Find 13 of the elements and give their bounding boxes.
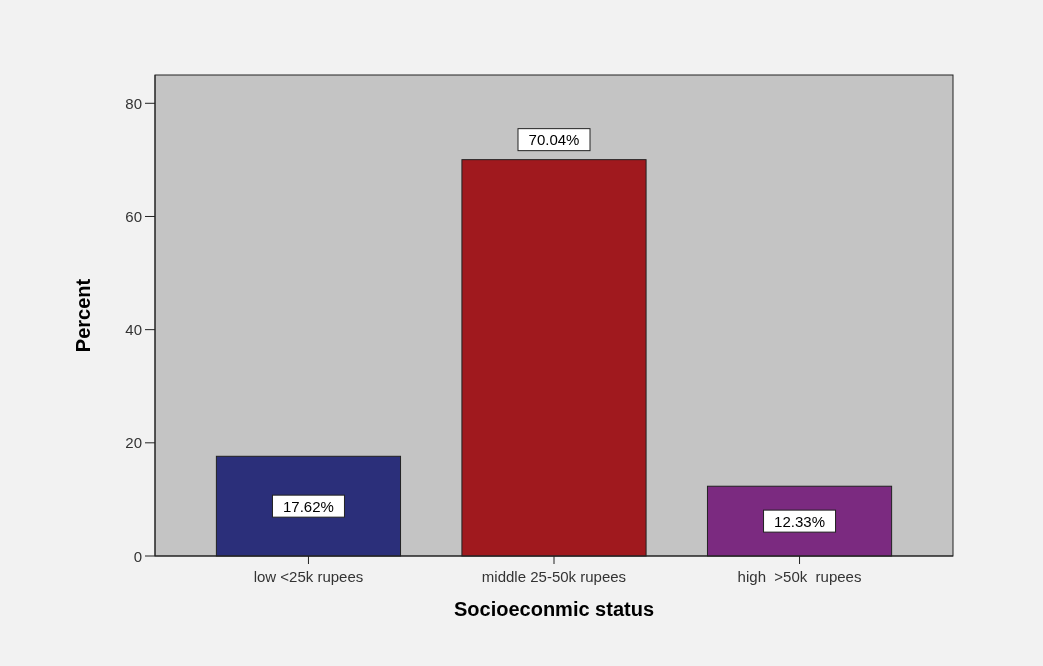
y-tick-label: 40 <box>125 321 142 339</box>
y-axis-title: Percent <box>72 278 94 353</box>
y-tick-label: 0 <box>133 547 142 565</box>
x-axis-title: Socioeconmic status <box>453 598 655 620</box>
x-tick-label: middle 25-50k rupees <box>481 568 627 585</box>
y-tick-label: 60 <box>125 207 142 225</box>
data-label: 12.33% <box>774 512 825 530</box>
data-label: 70.04% <box>528 131 580 149</box>
x-tick-label: high >50k rupees <box>737 568 862 585</box>
y-tick-label: 20 <box>125 434 142 452</box>
x-tick-label: low <25k rupees <box>253 568 364 585</box>
y-tick-label: 80 <box>125 94 142 112</box>
data-label: 17.62% <box>283 497 334 515</box>
